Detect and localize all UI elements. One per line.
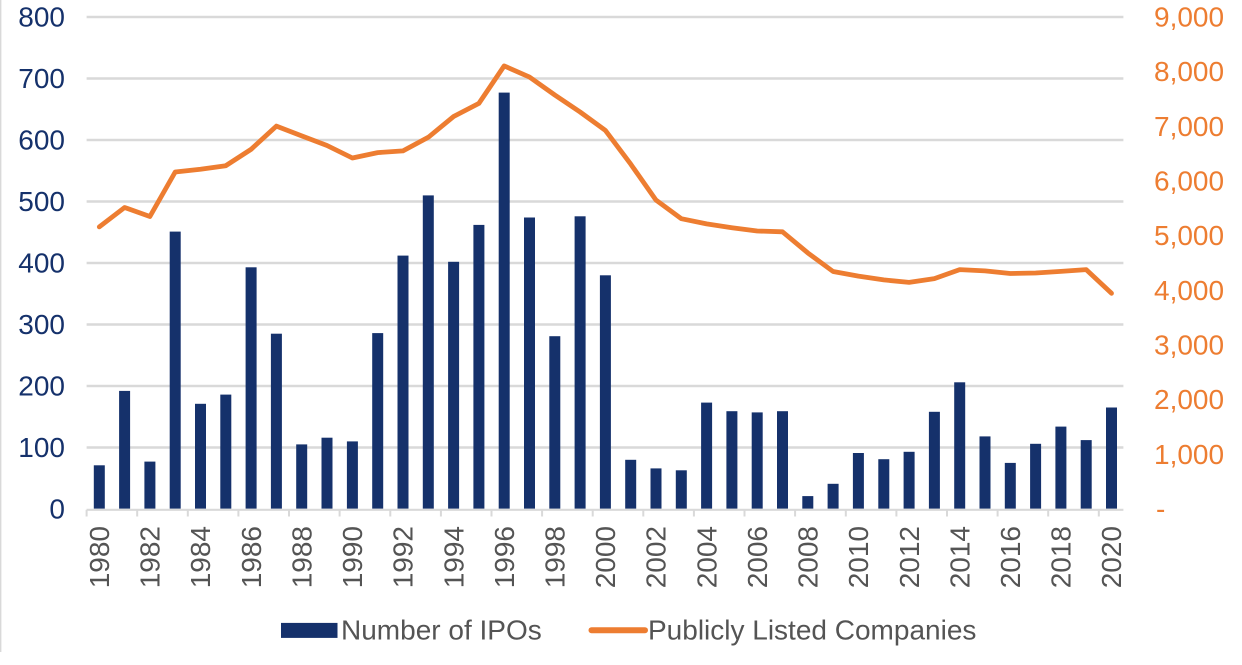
svg-text:Number of IPOs: Number of IPOs	[341, 615, 542, 646]
svg-text:2008: 2008	[793, 526, 824, 588]
svg-text:1992: 1992	[388, 526, 419, 588]
svg-text:6,000: 6,000	[1154, 166, 1224, 197]
svg-text:2002: 2002	[641, 526, 672, 588]
svg-text:200: 200	[18, 371, 65, 402]
svg-text:8,000: 8,000	[1154, 56, 1224, 87]
svg-text:5,000: 5,000	[1154, 220, 1224, 251]
svg-text:2006: 2006	[742, 526, 773, 588]
svg-text:2014: 2014	[944, 526, 975, 588]
svg-text:600: 600	[18, 125, 65, 156]
svg-text:1988: 1988	[286, 526, 317, 588]
svg-text:9,000: 9,000	[1154, 2, 1224, 33]
svg-text:1986: 1986	[236, 526, 267, 588]
svg-text:1998: 1998	[540, 526, 571, 588]
svg-text:2010: 2010	[843, 526, 874, 588]
svg-text:1996: 1996	[489, 526, 520, 588]
svg-text:0: 0	[49, 494, 65, 525]
svg-text:2016: 2016	[995, 526, 1026, 588]
svg-text:2000: 2000	[590, 526, 621, 588]
svg-text:2018: 2018	[1046, 526, 1077, 588]
svg-text:500: 500	[18, 186, 65, 217]
svg-text:400: 400	[18, 248, 65, 279]
svg-text:2004: 2004	[691, 526, 722, 588]
svg-text:-: -	[1156, 494, 1165, 525]
svg-text:1990: 1990	[337, 526, 368, 588]
svg-text:1982: 1982	[135, 526, 166, 588]
svg-text:700: 700	[18, 63, 65, 94]
svg-text:100: 100	[18, 432, 65, 463]
svg-text:2012: 2012	[894, 526, 925, 588]
svg-text:3,000: 3,000	[1154, 330, 1224, 361]
svg-text:4,000: 4,000	[1154, 275, 1224, 306]
svg-text:1984: 1984	[185, 526, 216, 588]
svg-text:2,000: 2,000	[1154, 384, 1224, 415]
svg-text:1980: 1980	[84, 526, 115, 588]
svg-text:800: 800	[18, 2, 65, 33]
svg-text:300: 300	[18, 309, 65, 340]
svg-text:Publicly Listed Companies: Publicly Listed Companies	[648, 615, 976, 646]
svg-text:7,000: 7,000	[1154, 111, 1224, 142]
svg-text:1,000: 1,000	[1154, 439, 1224, 470]
svg-text:1994: 1994	[438, 526, 469, 588]
svg-text:2020: 2020	[1096, 526, 1127, 588]
